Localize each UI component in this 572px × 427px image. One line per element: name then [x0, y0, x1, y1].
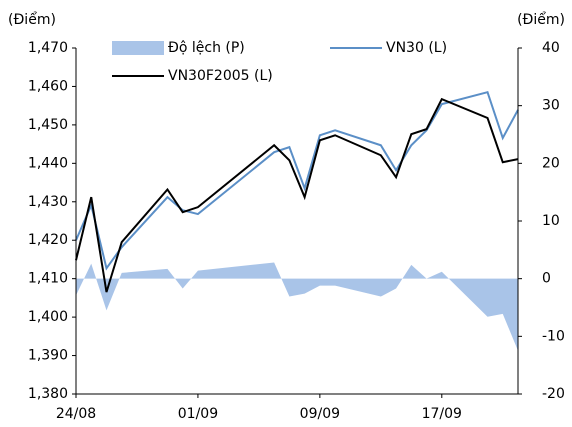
legend-label: Độ lệch (P): [168, 40, 245, 56]
x-tick-label: 17/09: [422, 406, 462, 422]
y-tick-label: 1,460: [28, 78, 68, 94]
y-tick-label: 1,470: [28, 40, 68, 56]
y-tick-label: 1,430: [28, 194, 68, 210]
legend-swatch: [112, 41, 164, 55]
y-tick-label: 1,410: [28, 271, 68, 287]
area: [76, 262, 518, 351]
legend-label: VN30 (L): [386, 40, 447, 56]
y2-tick-label: 30: [542, 98, 560, 114]
y-tick-label: 1,380: [28, 386, 68, 402]
y2-tick-label: -10: [542, 328, 565, 344]
y2-axis-label: (Điểm): [517, 11, 565, 28]
y-axis-label: (Điểm): [8, 11, 56, 28]
x-tick-label: 09/09: [300, 406, 340, 422]
y-tick-label: 1,450: [28, 117, 68, 133]
x-tick-label: 24/08: [56, 406, 96, 422]
y-tick-label: 1,420: [28, 232, 68, 248]
line: [75, 97, 519, 293]
x-tick-label: 01/09: [178, 406, 218, 422]
y2-tick-label: 0: [542, 271, 551, 287]
y2-tick-label: 20: [542, 155, 560, 171]
legend-label: VN30F2005 (L): [168, 68, 273, 84]
y2-tick-label: 40: [542, 40, 560, 56]
y2-tick-label: -20: [542, 386, 565, 402]
y-tick-label: 1,400: [28, 309, 68, 325]
y-tick-label: 1,440: [28, 155, 68, 171]
y-tick-label: 1,390: [28, 348, 68, 364]
y2-tick-label: 10: [542, 213, 560, 229]
line: [75, 91, 519, 271]
